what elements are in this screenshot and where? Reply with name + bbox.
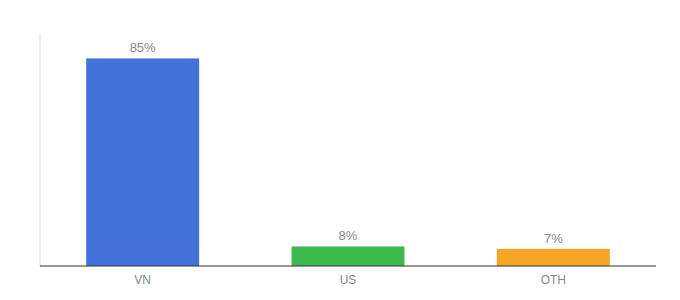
x-tick-label: VN	[134, 273, 151, 287]
bars	[86, 58, 610, 266]
bar	[86, 58, 199, 266]
y-range-line	[40, 34, 41, 266]
chart-svg: VN US OTH 85% 8% 7%	[0, 0, 680, 300]
x-axis-line	[40, 265, 656, 266]
data-label: 85%	[130, 40, 156, 55]
data-label: 8%	[339, 228, 358, 243]
x-tick-label: OTH	[541, 273, 566, 287]
bar	[292, 246, 405, 266]
x-tick-label: US	[340, 273, 357, 287]
chart-container: VN US OTH 85% 8% 7%	[0, 0, 680, 300]
bar	[497, 249, 610, 266]
data-label: 7%	[544, 231, 563, 246]
